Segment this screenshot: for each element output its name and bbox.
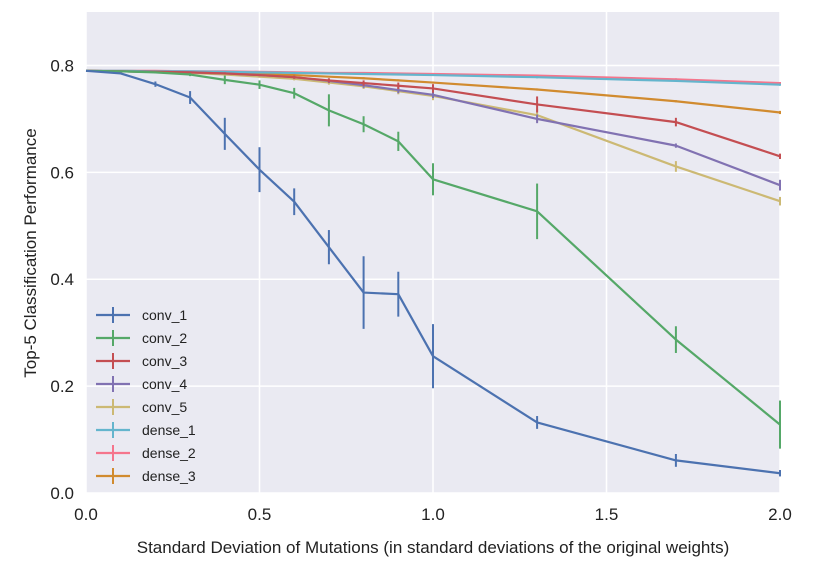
legend-label: conv_3	[142, 353, 187, 369]
x-axis-label: Standard Deviation of Mutations (in stan…	[137, 538, 730, 557]
y-axis-label: Top-5 Classification Performance	[21, 128, 40, 377]
legend-label: conv_2	[142, 330, 187, 346]
x-tick-label: 1.0	[421, 505, 445, 524]
legend-label: dense_2	[142, 445, 196, 461]
legend-label: dense_3	[142, 468, 196, 484]
legend-label: conv_1	[142, 307, 187, 323]
y-axis-ticks: 0.0 0.2 0.4 0.6 0.8	[50, 56, 74, 503]
legend-item-conv_4: conv_4	[96, 376, 187, 392]
legend-label: dense_1	[142, 422, 196, 438]
y-tick-label: 0.8	[50, 56, 74, 75]
legend: conv_1 conv_2 conv_3 conv_4 conv_5 dense_1den…	[96, 307, 196, 484]
x-tick-label: 1.5	[595, 505, 619, 524]
legend-label: conv_5	[142, 399, 187, 415]
y-tick-label: 0.4	[50, 270, 74, 289]
y-tick-label: 0.6	[50, 163, 74, 182]
series-layer	[85, 69, 781, 477]
legend-item-conv_1: conv_1	[96, 307, 187, 323]
series-conv_1	[85, 69, 781, 477]
legend-label: conv_4	[142, 376, 187, 392]
legend-item-conv_3: conv_3	[96, 353, 187, 369]
series-conv_2	[85, 69, 781, 449]
y-tick-label: 0.2	[50, 377, 74, 396]
series-line-conv_2	[85, 69, 781, 426]
legend-item-dense_1: dense_1	[96, 422, 196, 438]
x-tick-label: 0.0	[74, 505, 98, 524]
x-tick-label: 2.0	[768, 505, 792, 524]
legend-item-conv_2: conv_2	[96, 330, 187, 346]
legend-item-dense_3: dense_3	[96, 468, 196, 484]
x-tick-label: 0.5	[248, 505, 272, 524]
legend-item-conv_5: conv_5	[96, 399, 187, 415]
series-line-conv_1	[85, 69, 781, 475]
x-axis-ticks: 0.0 0.5 1.0 1.5 2.0	[74, 505, 792, 524]
legend-item-dense_2: dense_2	[96, 445, 196, 461]
y-tick-label: 0.0	[50, 484, 74, 503]
